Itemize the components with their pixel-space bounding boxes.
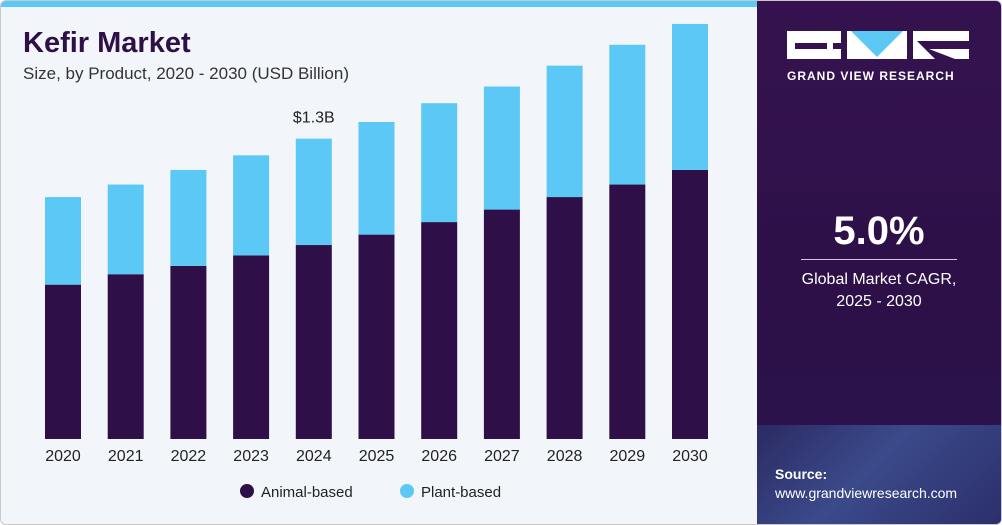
source-band	[757, 425, 1001, 524]
legend-label: Plant-based	[421, 484, 501, 501]
accent-bar	[1, 1, 757, 7]
source-note: Source: www.grandviewresearch.com	[775, 465, 957, 503]
summary-panel: GRAND VIEW RESEARCH 5.0% Global Market C…	[757, 1, 1001, 524]
legend-swatch-plant	[400, 484, 414, 498]
x-tick-label: 2028	[547, 448, 583, 465]
bar-animal-2020	[45, 284, 81, 439]
bar-animal-2026	[421, 222, 458, 439]
cagr-label: Global Market CAGR, 2025 - 2030	[757, 269, 1001, 313]
bar-plant-2025	[358, 121, 395, 235]
x-tick-label: 2026	[421, 448, 457, 465]
chart-panel: Kefir Market Size, by Product, 2020 - 20…	[1, 1, 757, 524]
bar-animal-2028	[546, 197, 583, 439]
cagr-label-line2: 2025 - 2030	[836, 293, 922, 310]
source-url[interactable]: www.grandviewresearch.com	[775, 485, 958, 501]
chart-title: Kefir Market	[23, 27, 191, 59]
bar-animal-2021	[107, 274, 144, 439]
x-tick-label: 2022	[171, 448, 207, 465]
bar-plant-2026	[421, 103, 458, 223]
bar-animal-2029	[609, 184, 646, 439]
x-tick-label: 2021	[108, 448, 144, 465]
x-tick-label: 2029	[610, 448, 646, 465]
brand-name: GRAND VIEW RESEARCH	[787, 69, 955, 83]
bar-plant-2020	[45, 197, 81, 285]
chart-subtitle: Size, by Product, 2020 - 2030 (USD Billi…	[23, 64, 349, 83]
cagr-value: 5.0%	[833, 209, 925, 253]
bar-plant-2029	[609, 44, 646, 185]
x-tick-label: 2023	[233, 448, 269, 465]
bar-animal-2022	[170, 265, 207, 439]
bar-animal-2023	[233, 255, 270, 439]
x-tick-label: 2025	[359, 448, 395, 465]
bar-plant-2023	[233, 155, 270, 256]
bar-plant-2028	[546, 65, 583, 198]
bar-animal-2025	[358, 234, 395, 439]
legend-swatch-animal	[240, 484, 254, 498]
x-tick-label: 2030	[672, 448, 708, 465]
cagr-divider	[801, 259, 957, 260]
source-label: Source:	[775, 466, 828, 482]
bar-plant-2027	[483, 86, 520, 210]
bar-plant-2024	[295, 138, 332, 246]
brand-logo-icon	[787, 31, 969, 59]
bar-animal-2024	[295, 245, 332, 439]
cagr-label-line1: Global Market CAGR,	[801, 271, 957, 288]
stacked-bar-chart: 2020 2021 2022 2023 2024 $1.3B 2025 2026 2027 202…	[45, 23, 708, 501]
bar-plant-2021	[107, 184, 144, 275]
x-tick-label: 2024	[296, 448, 332, 465]
legend-label: Animal-based	[261, 484, 353, 501]
bar-plant-2022	[170, 169, 207, 266]
x-tick-label: 2020	[45, 448, 81, 465]
bar-animal-2027	[483, 209, 520, 439]
bar-plant-2030	[672, 23, 708, 170]
bar-animal-2030	[672, 169, 708, 439]
data-label: $1.3B	[293, 110, 335, 127]
x-tick-label: 2027	[484, 448, 520, 465]
